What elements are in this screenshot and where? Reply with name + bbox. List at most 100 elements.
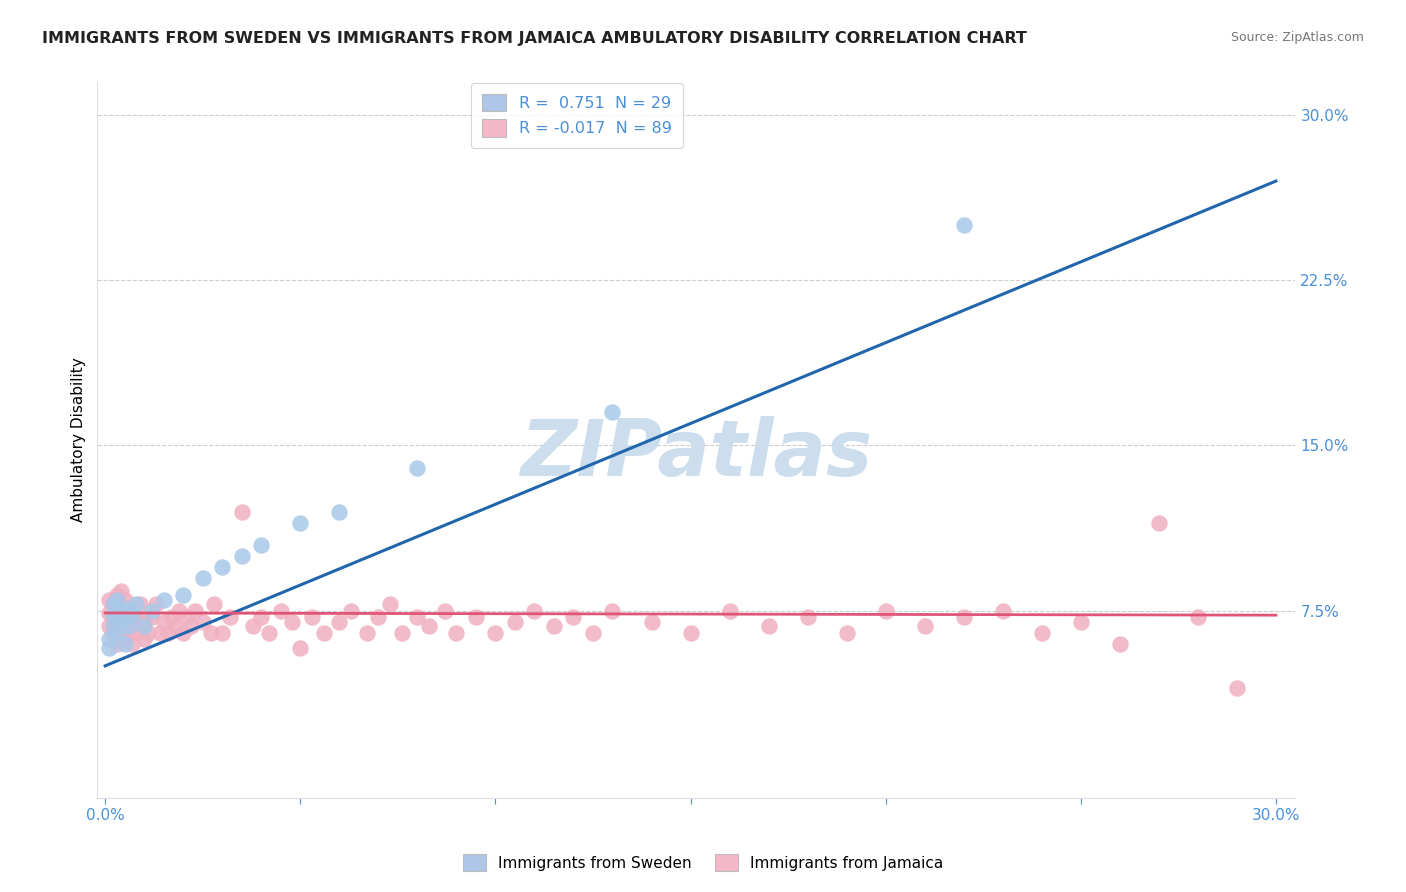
Point — [121, 604, 143, 618]
Point — [121, 637, 143, 651]
Point — [105, 637, 128, 651]
Point — [257, 625, 280, 640]
Point — [758, 619, 780, 633]
Point — [114, 632, 136, 647]
Point — [835, 625, 858, 640]
Point — [191, 615, 214, 629]
Point — [281, 615, 304, 629]
Point — [125, 625, 148, 640]
Point — [340, 604, 363, 618]
Text: Source: ZipAtlas.com: Source: ZipAtlas.com — [1230, 31, 1364, 45]
Point — [378, 597, 401, 611]
Point — [125, 597, 148, 611]
Point — [98, 641, 121, 656]
Point — [125, 610, 148, 624]
Point — [231, 505, 253, 519]
Point — [952, 218, 974, 232]
Point — [98, 619, 121, 633]
Point — [121, 619, 143, 633]
Point — [134, 619, 156, 633]
Point — [406, 610, 429, 624]
Point — [105, 592, 128, 607]
Point — [134, 632, 156, 647]
Point — [219, 610, 242, 624]
Point — [1070, 615, 1092, 629]
Point — [211, 625, 233, 640]
Point — [1147, 516, 1170, 530]
Point — [602, 405, 624, 419]
Point — [418, 619, 440, 633]
Point — [101, 610, 124, 624]
Point — [602, 604, 624, 618]
Point — [446, 625, 468, 640]
Point — [134, 615, 156, 629]
Point — [169, 604, 191, 618]
Point — [464, 610, 486, 624]
Point — [640, 615, 662, 629]
Point — [242, 619, 264, 633]
Point — [156, 625, 179, 640]
Point — [114, 610, 136, 624]
Point — [110, 583, 132, 598]
Point — [433, 604, 456, 618]
Point — [367, 610, 389, 624]
Point — [152, 592, 174, 607]
Point — [991, 604, 1014, 618]
Point — [101, 597, 124, 611]
Point — [191, 571, 214, 585]
Point — [98, 606, 121, 620]
Point — [114, 619, 136, 633]
Point — [1226, 681, 1249, 695]
Point — [172, 625, 194, 640]
Point — [503, 615, 526, 629]
Point — [110, 599, 132, 614]
Point — [679, 625, 702, 640]
Point — [101, 597, 124, 611]
Point — [290, 516, 312, 530]
Point — [101, 625, 124, 640]
Point — [165, 619, 187, 633]
Point — [176, 610, 198, 624]
Point — [117, 619, 139, 633]
Point — [328, 505, 350, 519]
Point — [105, 604, 128, 618]
Point — [301, 610, 323, 624]
Point — [952, 610, 974, 624]
Point — [356, 625, 378, 640]
Point — [406, 460, 429, 475]
Point — [180, 619, 202, 633]
Point — [136, 625, 159, 640]
Point — [121, 608, 143, 623]
Point — [101, 608, 124, 623]
Point — [1108, 637, 1130, 651]
Point — [149, 625, 172, 640]
Point — [114, 592, 136, 607]
Point — [184, 604, 207, 618]
Point — [105, 619, 128, 633]
Point — [328, 615, 350, 629]
Point — [110, 615, 132, 629]
Point — [141, 610, 163, 624]
Point — [105, 588, 128, 602]
Point — [160, 610, 183, 624]
Point — [562, 610, 585, 624]
Point — [211, 559, 233, 574]
Point — [105, 625, 128, 640]
Point — [290, 641, 312, 656]
Point — [391, 625, 413, 640]
Point — [98, 592, 121, 607]
Point — [231, 549, 253, 563]
Point — [114, 637, 136, 651]
Point — [152, 615, 174, 629]
Text: IMMIGRANTS FROM SWEDEN VS IMMIGRANTS FROM JAMAICA AMBULATORY DISABILITY CORRELAT: IMMIGRANTS FROM SWEDEN VS IMMIGRANTS FRO… — [42, 31, 1026, 46]
Point — [200, 625, 222, 640]
Point — [110, 615, 132, 629]
Text: ZIPatlas: ZIPatlas — [520, 417, 873, 492]
Point — [484, 625, 506, 640]
Point — [129, 597, 152, 611]
Point — [523, 604, 546, 618]
Point — [914, 619, 936, 633]
Point — [270, 604, 292, 618]
Point — [105, 610, 128, 624]
Point — [110, 604, 132, 618]
